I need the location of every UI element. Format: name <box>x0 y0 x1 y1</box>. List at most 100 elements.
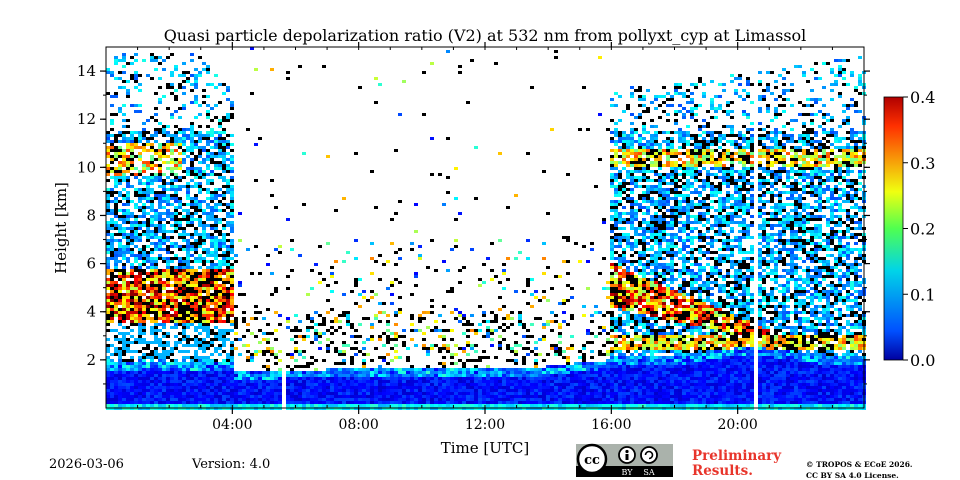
heatmap-cell <box>114 200 118 203</box>
heatmap-cell <box>206 389 210 392</box>
heatmap-cell <box>306 317 310 320</box>
heatmap-cell <box>622 275 626 278</box>
heatmap-cell <box>474 197 478 200</box>
heatmap-cell <box>610 320 614 323</box>
heatmap-cell <box>478 368 482 371</box>
heatmap-cell <box>122 155 126 158</box>
heatmap-cell <box>166 344 170 347</box>
heatmap-cell <box>394 335 398 338</box>
heatmap-cell <box>362 377 366 380</box>
heatmap-cell <box>438 392 442 395</box>
heatmap-cell <box>134 362 138 365</box>
heatmap-cell <box>258 401 262 404</box>
heatmap-cell <box>614 284 618 287</box>
heatmap-cell <box>206 401 210 404</box>
heatmap-cell <box>442 344 446 347</box>
heatmap-cell <box>162 191 166 194</box>
heatmap-cell <box>222 302 226 305</box>
heatmap-cell <box>586 374 590 377</box>
heatmap-cell <box>294 392 298 395</box>
heatmap-cell <box>174 218 178 221</box>
heatmap-cell <box>194 290 198 293</box>
heatmap-cell <box>170 137 174 140</box>
heatmap-cell <box>270 68 274 71</box>
heatmap-cell <box>194 260 198 263</box>
heatmap-cell <box>130 155 134 158</box>
heatmap-cell <box>222 386 226 389</box>
heatmap-cell <box>570 377 574 380</box>
heatmap-cell <box>222 131 226 134</box>
heatmap-cell <box>166 290 170 293</box>
heatmap-cell <box>186 395 190 398</box>
heatmap-cell <box>234 371 238 374</box>
heatmap-cell <box>198 170 202 173</box>
heatmap-cell <box>134 146 138 149</box>
heatmap-cell <box>226 362 230 365</box>
heatmap-cell <box>418 380 422 383</box>
heatmap-cell <box>142 269 146 272</box>
heatmap-cell <box>526 401 530 404</box>
heatmap-cell <box>154 347 158 350</box>
heatmap-cell <box>186 248 190 251</box>
heatmap-cell <box>122 386 126 389</box>
heatmap-cell <box>186 134 190 137</box>
heatmap-cell <box>570 344 574 347</box>
heatmap-cell <box>126 317 130 320</box>
heatmap-cell <box>194 77 198 80</box>
heatmap-cell <box>566 260 570 263</box>
heatmap-cell <box>230 386 234 389</box>
heatmap-cell <box>330 308 334 311</box>
heatmap-cell <box>506 377 510 380</box>
heatmap-cell <box>270 347 274 350</box>
heatmap-cell <box>234 395 238 398</box>
heatmap-cell <box>202 371 206 374</box>
heatmap-cell <box>506 257 510 260</box>
heatmap-cell <box>130 365 134 368</box>
heatmap-cell <box>286 287 290 290</box>
heatmap-cell <box>114 347 118 350</box>
heatmap-cell <box>134 323 138 326</box>
heatmap-cell <box>590 242 594 245</box>
heatmap-cell <box>222 365 226 368</box>
heatmap-cell <box>626 317 630 320</box>
heatmap-cell <box>250 47 254 50</box>
heatmap-cell <box>162 248 166 251</box>
heatmap-cell <box>550 392 554 395</box>
heatmap-cell <box>318 404 322 407</box>
heatmap-cell <box>158 344 162 347</box>
heatmap-cell <box>434 389 438 392</box>
heatmap-cell <box>562 380 566 383</box>
heatmap-cell <box>214 215 218 218</box>
heatmap-cell <box>610 251 614 254</box>
heatmap-cell <box>122 365 126 368</box>
heatmap-cell <box>178 116 182 119</box>
heatmap-cell <box>342 311 346 314</box>
heatmap-cell <box>110 302 114 305</box>
heatmap-cell <box>298 320 302 323</box>
heatmap-cell <box>118 77 122 80</box>
heatmap-cell <box>498 401 502 404</box>
heatmap-cell <box>602 404 606 407</box>
heatmap-cell <box>150 302 154 305</box>
heatmap-cell <box>606 389 610 392</box>
heatmap-cell <box>434 371 438 374</box>
heatmap-cell <box>334 209 338 212</box>
heatmap-cell <box>182 299 186 302</box>
heatmap-cell <box>174 347 178 350</box>
heatmap-cell <box>466 320 470 323</box>
heatmap-cell <box>206 275 210 278</box>
heatmap-cell <box>158 269 162 272</box>
heatmap-cell <box>118 179 122 182</box>
heatmap-cell <box>150 191 154 194</box>
heatmap-cell <box>250 377 254 380</box>
heatmap-cell <box>210 224 214 227</box>
heatmap-cell <box>194 227 198 230</box>
heatmap-cell <box>170 53 174 56</box>
heatmap-cell <box>202 161 206 164</box>
heatmap-cell <box>158 377 162 380</box>
heatmap-cell <box>618 149 622 152</box>
heatmap-cell <box>118 314 122 317</box>
heatmap-cell <box>318 371 322 374</box>
heatmap-cell <box>578 374 582 377</box>
heatmap-cell <box>202 260 206 263</box>
